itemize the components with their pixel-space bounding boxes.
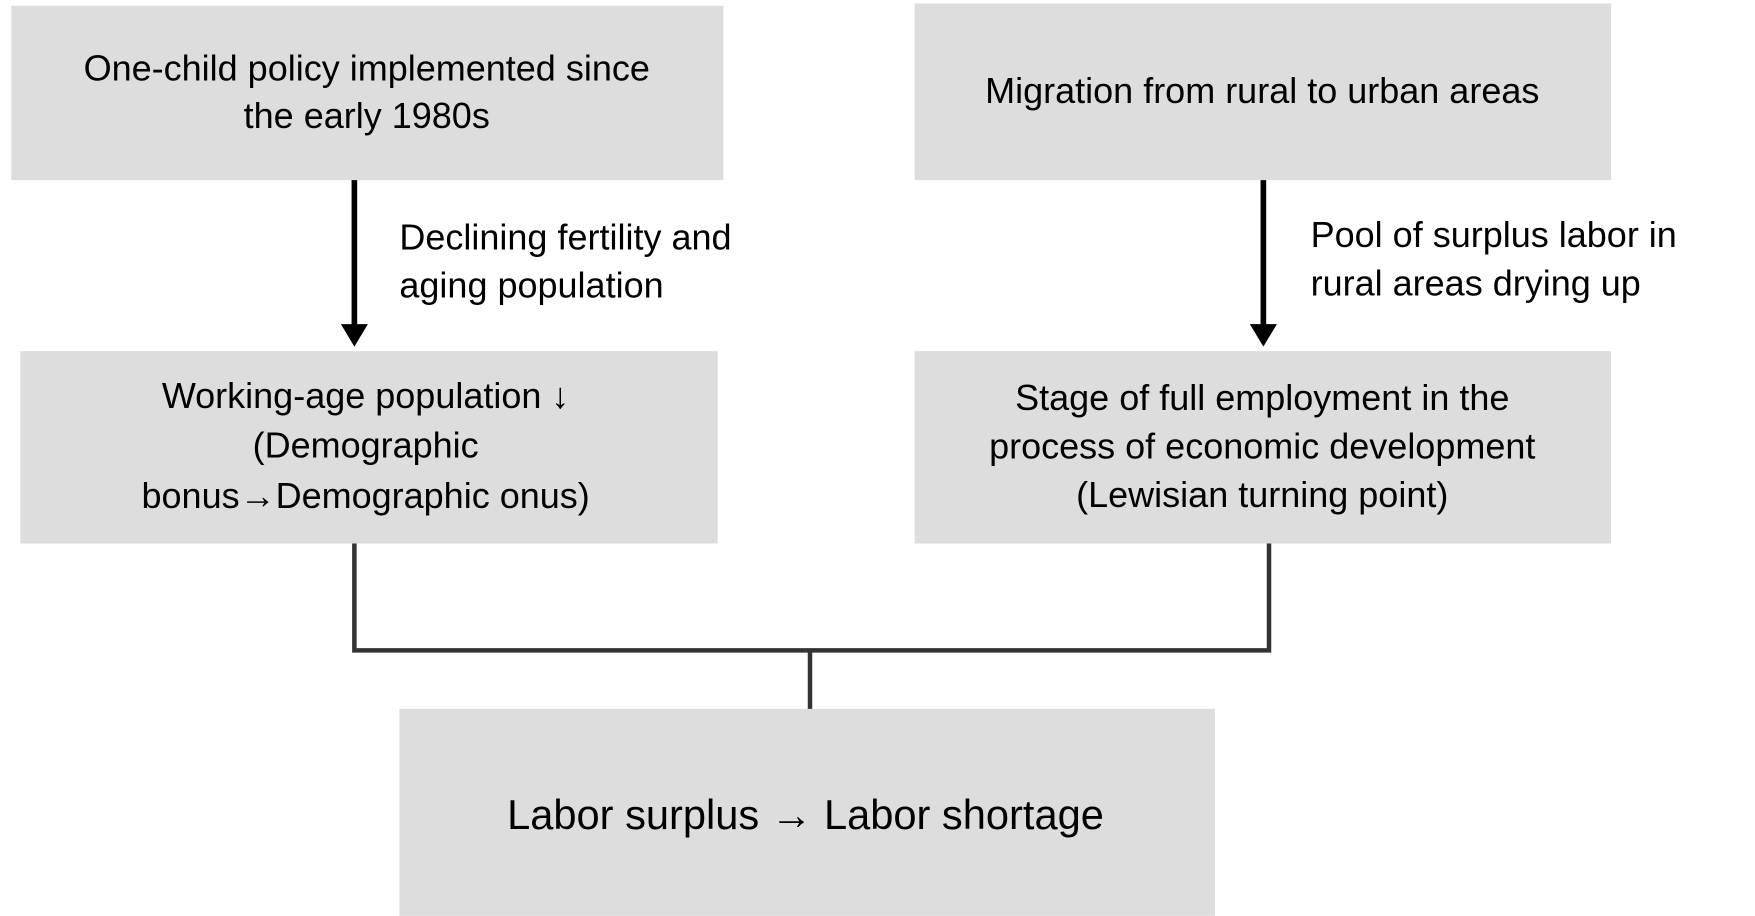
label: (Lewisian turning point)	[1076, 474, 1448, 515]
label: Labor surplus → Labor shortage	[507, 791, 1104, 838]
arrow-head	[1249, 324, 1277, 347]
label: (Demographic	[253, 424, 479, 465]
box	[399, 708, 1215, 916]
node-text: One-child policy implemented since the e…	[84, 48, 1540, 838]
edge-text: Declining fertility and aging population…	[399, 214, 1676, 306]
label: Working-age population ↓	[162, 375, 570, 416]
edge-label: Declining fertility and	[399, 216, 731, 257]
connector	[352, 543, 1272, 709]
box	[914, 351, 1611, 544]
label: the early 1980s	[244, 95, 490, 136]
arrow-head	[340, 324, 368, 347]
edge-label: rural areas drying up	[1311, 262, 1641, 303]
box	[11, 5, 724, 181]
box	[20, 351, 718, 544]
edge-label: Pool of surplus labor in	[1311, 214, 1677, 255]
label: bonus→Demographic onus)	[142, 475, 590, 516]
label: Migration from rural to urban areas	[985, 70, 1539, 111]
edge-label: aging population	[399, 265, 663, 306]
box	[914, 3, 1611, 181]
label: One-child policy implemented since	[84, 48, 650, 89]
label: process of economic development	[989, 426, 1535, 467]
label: Stage of full employment in the	[1015, 377, 1509, 418]
